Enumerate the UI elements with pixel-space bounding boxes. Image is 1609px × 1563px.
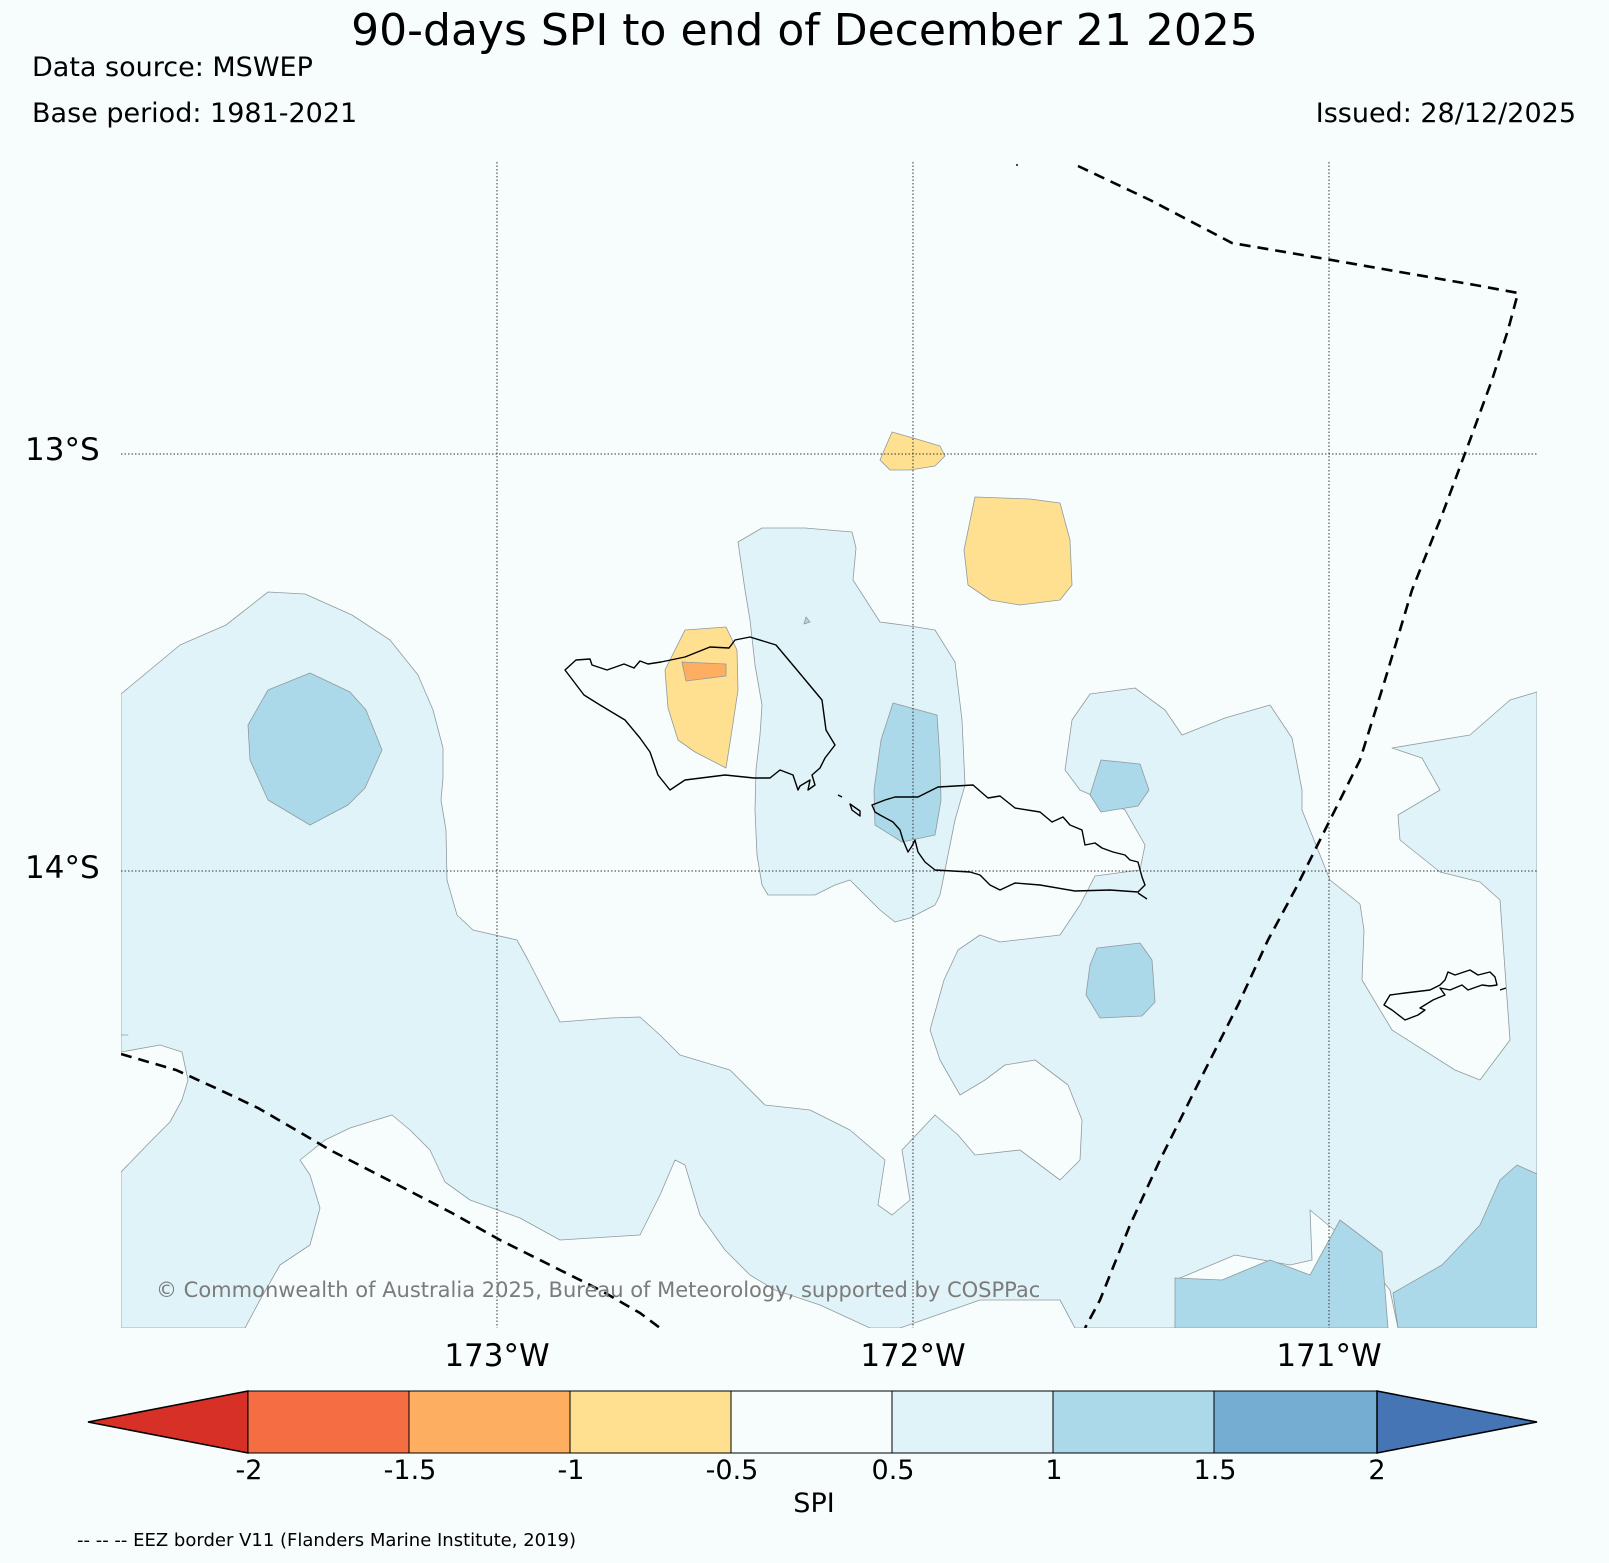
spi-band-dry-light	[879, 431, 946, 471]
spi-band-dry-mid	[681, 661, 727, 682]
spi-band-wet-mid	[1089, 759, 1150, 813]
colorbar-tick: 1.5	[1193, 1455, 1237, 1486]
spi-band-wet-mid	[1085, 942, 1156, 1019]
graticule	[121, 162, 1537, 1328]
chart-title: 90-days SPI to end of December 21 2025	[351, 5, 1258, 56]
spi-map	[121, 162, 1537, 1328]
spi-band-wet-mid	[247, 672, 383, 826]
lon-label-171w: 171°W	[1276, 1338, 1382, 1374]
colorbar-segment-neg2-neg1-5	[247, 1390, 410, 1454]
spi-contours	[121, 431, 1537, 1328]
colorbar-tick: -1.5	[383, 1455, 437, 1486]
colorbar-extend-low	[87, 1390, 249, 1454]
spi-band-wet-mid	[873, 702, 942, 843]
spi-band-wet-mid	[1392, 1164, 1537, 1328]
data-source-label: Data source: MSWEP	[32, 52, 313, 83]
lon-label-172w: 172°W	[860, 1338, 966, 1374]
eez-border	[121, 164, 1520, 1328]
colorbar-tick: 2	[1368, 1455, 1386, 1486]
savaii-island	[564, 636, 836, 791]
apolima-islet	[837, 794, 843, 798]
eez-legend-note: -- -- -- EEZ border V11 (Flanders Marine…	[77, 1530, 577, 1551]
lat-label-14s: 14°S	[25, 850, 100, 886]
spi-band-wet-mid	[1174, 1219, 1389, 1328]
colorbar-extend-high	[1376, 1390, 1538, 1454]
lat-label-13s: 13°S	[25, 432, 100, 468]
colorbar-segment-neg0-5-0-5	[730, 1390, 893, 1454]
colorbar-segment-1-5-2	[1213, 1390, 1378, 1454]
colorbar-segment-neg1-neg0-5	[569, 1390, 732, 1454]
tutuila-island	[1383, 969, 1507, 1021]
lon-label-173w: 173°W	[444, 1338, 550, 1374]
spi-band-wet-light	[121, 591, 1537, 1328]
colorbar-segment-1-1-5	[1052, 1390, 1215, 1454]
upolu-island	[871, 784, 1146, 893]
colorbar-tick: 1	[1045, 1455, 1063, 1486]
copyright-notice: © Commonwealth of Australia 2025, Bureau…	[156, 1278, 1041, 1302]
colorbar-tick: -2	[235, 1455, 263, 1486]
colorbar-tick: 0.5	[871, 1455, 915, 1486]
spi-band-dry-light	[963, 496, 1073, 606]
colorbar-tick: -1	[557, 1455, 585, 1486]
coastlines	[564, 164, 1507, 1021]
upolu-east-tip	[1137, 892, 1148, 900]
manono-islet	[849, 803, 861, 817]
colorbar-segment-0-5-1	[891, 1390, 1054, 1454]
issued-date-label: Issued: 28/12/2025	[1315, 98, 1576, 129]
colorbar-segment-neg1-5-neg1	[408, 1390, 571, 1454]
colorbar-title: SPI	[793, 1488, 835, 1519]
base-period-label: Base period: 1981-2021	[32, 98, 358, 129]
spi-colorbar	[87, 1390, 1538, 1454]
colorbar-tick: -0.5	[705, 1455, 759, 1486]
spi-band-wet-mid	[803, 616, 811, 625]
